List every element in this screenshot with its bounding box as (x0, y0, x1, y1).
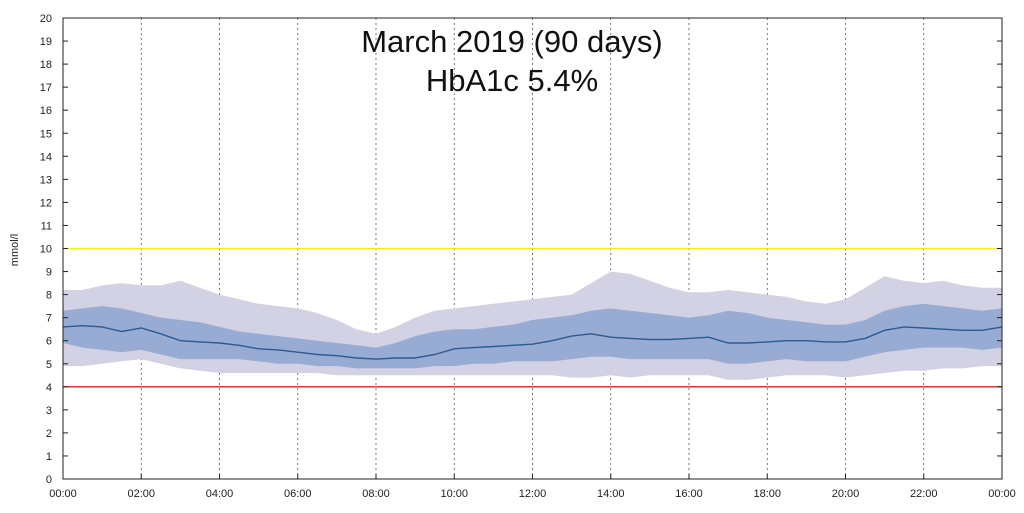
y-tick-label: 8 (46, 290, 52, 302)
x-tick-label: 12:00 (519, 488, 547, 500)
y-tick-label: 10 (40, 244, 52, 256)
x-tick-label: 02:00 (127, 488, 155, 500)
y-tick-label: 13 (40, 174, 52, 186)
y-tick-label: 3 (46, 405, 52, 417)
y-tick-label: 1 (46, 451, 52, 463)
median-line (62, 324, 1003, 360)
y-tick-label: 2 (46, 428, 52, 440)
chart-title: March 2019 (90 days) (361, 24, 663, 59)
x-tick-label: 20:00 (832, 488, 860, 500)
x-tick-label: 18:00 (753, 488, 781, 500)
x-tick-label: 08:00 (362, 488, 390, 500)
y-tick-label: 19 (40, 36, 52, 48)
y-tick-label: 11 (41, 220, 52, 232)
chart-subtitle: HbA1c 5.4% (426, 63, 598, 98)
y-tick-label: 14 (40, 151, 52, 163)
y-tick-label: 9 (46, 267, 52, 279)
y-tick-label: 4 (46, 382, 52, 394)
y-tick-label: 17 (40, 82, 52, 94)
y-tick-label: 15 (40, 128, 52, 140)
x-tick-label: 10:00 (440, 488, 468, 500)
x-tick-label: 14:00 (597, 488, 625, 500)
x-tick-label: 00:00 (988, 488, 1016, 500)
x-tick-label: 16:00 (675, 488, 703, 500)
y-tick-label: 6 (46, 336, 52, 348)
y-tick-label: 12 (40, 197, 52, 209)
x-tick-label: 06:00 (284, 488, 312, 500)
y-tick-label: 16 (40, 105, 52, 117)
y-axis-label: mmol/l (9, 234, 21, 266)
x-tick-label: 22:00 (910, 488, 938, 500)
x-tick-label: 04:00 (206, 488, 234, 500)
threshold-lines (63, 247, 1002, 388)
x-tick-label: 00:00 (49, 488, 77, 500)
median-line-layer (62, 324, 1003, 360)
y-tick-label: 5 (46, 359, 52, 371)
y-tick-label: 0 (46, 474, 52, 486)
y-tick-label: 18 (40, 59, 52, 71)
y-tick-label: 7 (46, 313, 52, 325)
x-axis: 00:00 02:00 04:00 06:00 08:00 10:00 12:00 14:00… (49, 474, 1016, 500)
y-tick-label: 20 (40, 13, 52, 25)
